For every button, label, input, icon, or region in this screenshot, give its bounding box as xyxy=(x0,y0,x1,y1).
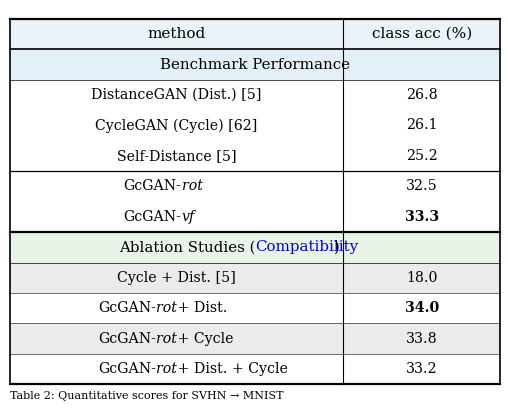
Text: + Cycle: + Cycle xyxy=(173,332,234,346)
Text: GcGAN-: GcGAN- xyxy=(124,210,182,224)
Text: class acc (%): class acc (%) xyxy=(371,27,472,41)
Text: rot: rot xyxy=(156,362,177,376)
Text: + Dist.: + Dist. xyxy=(173,301,228,315)
Text: 34.0: 34.0 xyxy=(404,301,439,315)
Text: rot: rot xyxy=(156,301,177,315)
Text: vf: vf xyxy=(182,210,195,224)
Bar xyxy=(10,110,500,141)
Bar xyxy=(10,354,500,384)
Text: Benchmark Performance: Benchmark Performance xyxy=(160,58,351,71)
Bar xyxy=(10,232,500,262)
Bar xyxy=(10,19,500,49)
Bar xyxy=(10,323,500,354)
Bar xyxy=(10,171,500,202)
Text: 26.1: 26.1 xyxy=(406,118,437,132)
Bar xyxy=(10,80,500,110)
Text: GcGAN-: GcGAN- xyxy=(99,332,156,346)
Text: method: method xyxy=(147,27,206,41)
Text: Compatibility: Compatibility xyxy=(255,240,359,254)
Text: Ablation Studies (: Ablation Studies ( xyxy=(119,240,255,254)
Text: 33.2: 33.2 xyxy=(406,362,437,376)
Text: rot: rot xyxy=(156,332,177,346)
Bar xyxy=(10,202,500,232)
Text: rot: rot xyxy=(182,179,203,193)
Bar xyxy=(10,262,500,293)
Text: Cycle + Dist. [5]: Cycle + Dist. [5] xyxy=(117,271,236,285)
Text: 25.2: 25.2 xyxy=(406,149,437,163)
Text: GcGAN-: GcGAN- xyxy=(99,362,156,376)
Text: GcGAN-: GcGAN- xyxy=(99,301,156,315)
Text: 32.5: 32.5 xyxy=(406,179,437,193)
Bar xyxy=(10,293,500,323)
Text: CycleGAN (Cycle) [62]: CycleGAN (Cycle) [62] xyxy=(96,118,258,133)
Bar xyxy=(10,141,500,171)
Text: 33.3: 33.3 xyxy=(404,210,439,224)
Text: 26.8: 26.8 xyxy=(406,88,437,102)
Text: Self-Distance [5]: Self-Distance [5] xyxy=(117,149,236,163)
Text: 18.0: 18.0 xyxy=(406,271,437,285)
Text: ): ) xyxy=(334,240,340,254)
Text: GcGAN-: GcGAN- xyxy=(124,179,182,193)
Bar xyxy=(10,49,500,80)
Text: + Dist. + Cycle: + Dist. + Cycle xyxy=(173,362,288,376)
Text: Table 2: Quantitative scores for SVHN → MNIST: Table 2: Quantitative scores for SVHN → … xyxy=(10,391,283,401)
Text: 33.8: 33.8 xyxy=(406,332,437,346)
Text: DistanceGAN (Dist.) [5]: DistanceGAN (Dist.) [5] xyxy=(91,88,262,102)
